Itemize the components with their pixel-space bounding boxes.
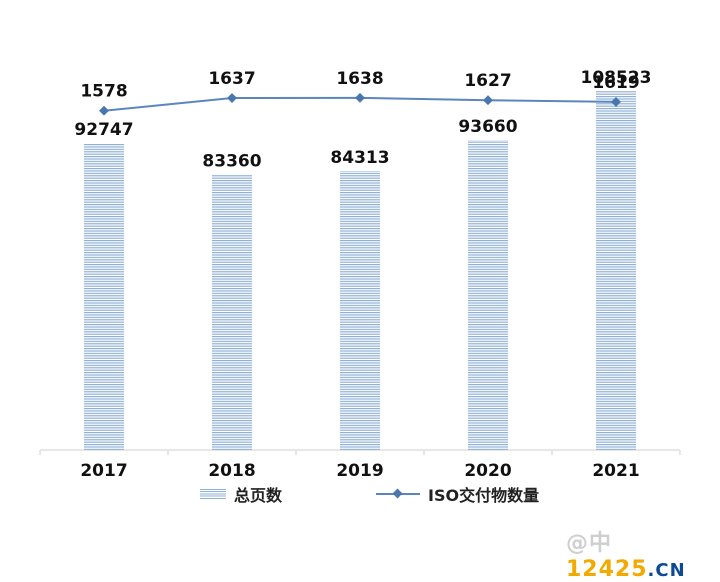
line-point-2020 — [483, 95, 493, 106]
line-label-2021: 1619 — [592, 73, 639, 93]
bar-2021 — [596, 91, 636, 450]
x-tick-label-2018: 2018 — [208, 461, 255, 480]
watermark-prefix: @中 — [566, 531, 613, 556]
line-point-2021 — [611, 96, 621, 107]
x-tick-label-2020: 2020 — [464, 461, 511, 480]
legend-item-line: ISO交付物数量 — [376, 482, 539, 506]
legend-label-line: ISO交付物数量 — [428, 486, 540, 505]
legend-line-swatch — [376, 489, 420, 499]
line-point-2019 — [355, 92, 365, 103]
x-tick-label-2017: 2017 — [80, 461, 127, 480]
legend-label-bar: 总页数 — [234, 486, 283, 505]
bar-2018 — [212, 174, 252, 451]
bar-2019 — [340, 171, 380, 451]
line-label-2017: 1578 — [80, 82, 127, 102]
line-label-2018: 1637 — [208, 69, 255, 89]
x-tick-label-2019: 2019 — [336, 461, 383, 480]
watermark: @中12425.CN — [566, 525, 720, 582]
bar-label-2019: 84313 — [330, 148, 389, 168]
legend: 总页数 ISO交付物数量 — [0, 482, 720, 506]
legend-item-bar: 总页数 — [200, 482, 282, 506]
bar-2020 — [468, 140, 508, 450]
legend-bar-swatch — [200, 489, 226, 499]
bar-label-2018: 83360 — [202, 151, 261, 171]
bar-label-2021: 108523 — [581, 68, 652, 88]
x-tick-label-2021: 2021 — [592, 461, 639, 480]
bar-label-2020: 93660 — [458, 117, 517, 137]
watermark-domain: .CN — [647, 560, 686, 581]
line-point-2018 — [227, 93, 237, 103]
line-label-2019: 1638 — [336, 69, 383, 89]
line-label-2020: 1627 — [464, 71, 511, 91]
watermark-number: 12425 — [566, 557, 648, 582]
line-point-2017 — [99, 105, 109, 116]
bar-label-2017: 92747 — [74, 120, 133, 140]
bar-2017 — [84, 143, 124, 450]
combo-chart: 92747 2017 83360 2018 84313 2019 93660 2020 1085… — [39, 68, 681, 480]
